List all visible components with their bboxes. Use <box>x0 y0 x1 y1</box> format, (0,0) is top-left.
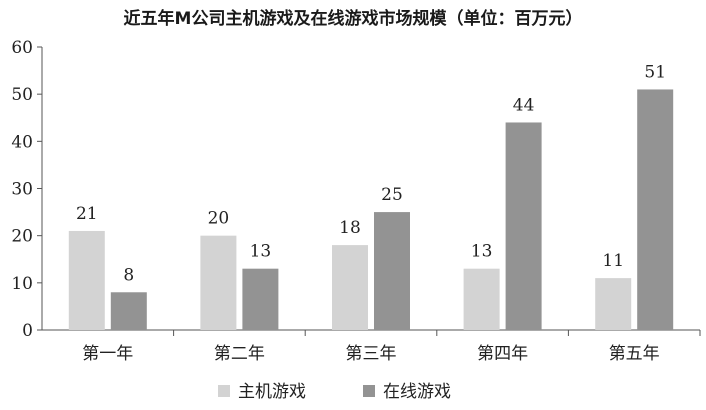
y-tick-label: 10 <box>11 274 33 294</box>
legend: 主机游戏 在线游戏 <box>218 382 451 402</box>
bar <box>332 245 368 330</box>
bar <box>463 268 500 330</box>
bar <box>242 268 279 330</box>
data-label: 20 <box>208 209 230 229</box>
bar <box>68 230 105 330</box>
data-label: 51 <box>644 62 666 82</box>
y-tick-label: 0 <box>22 321 33 341</box>
data-labels: 21 8 20 13 18 25 13 44 11 51 <box>76 62 666 285</box>
bars <box>68 89 674 330</box>
chart-title: 近五年M公司主机游戏及在线游戏市场规模（单位：百万元） <box>123 9 583 29</box>
bar <box>505 122 542 330</box>
y-tick-label: 20 <box>11 227 33 247</box>
legend-label: 在线游戏 <box>383 382 451 402</box>
data-label: 44 <box>513 95 535 115</box>
x-tick-label: 第一年 <box>82 344 133 364</box>
y-tick-label: 50 <box>11 85 33 105</box>
bar <box>110 292 147 330</box>
data-label: 25 <box>381 185 403 205</box>
bar <box>200 235 237 330</box>
y-tick-label: 60 <box>11 38 33 58</box>
legend-label: 主机游戏 <box>238 382 306 402</box>
data-label: 13 <box>471 242 493 262</box>
x-tick-label: 第四年 <box>477 344 528 364</box>
bar <box>637 89 674 330</box>
y-tick-label: 30 <box>11 180 33 200</box>
data-label: 11 <box>602 251 624 271</box>
legend-swatch <box>218 385 230 397</box>
data-label: 8 <box>123 265 134 285</box>
data-label: 21 <box>76 204 98 224</box>
x-tick-label: 第三年 <box>346 344 397 364</box>
bar <box>595 278 632 330</box>
bar <box>374 212 410 330</box>
x-tick-label: 第二年 <box>214 344 265 364</box>
data-label: 13 <box>250 242 272 262</box>
axes: 0 10 20 30 40 50 60 第一年 第二年 第三年 第四年 第五年 <box>11 38 701 364</box>
x-tick-label: 第五年 <box>609 344 660 364</box>
y-tick-label: 40 <box>11 132 33 152</box>
data-label: 18 <box>339 218 361 238</box>
legend-swatch <box>363 385 375 397</box>
